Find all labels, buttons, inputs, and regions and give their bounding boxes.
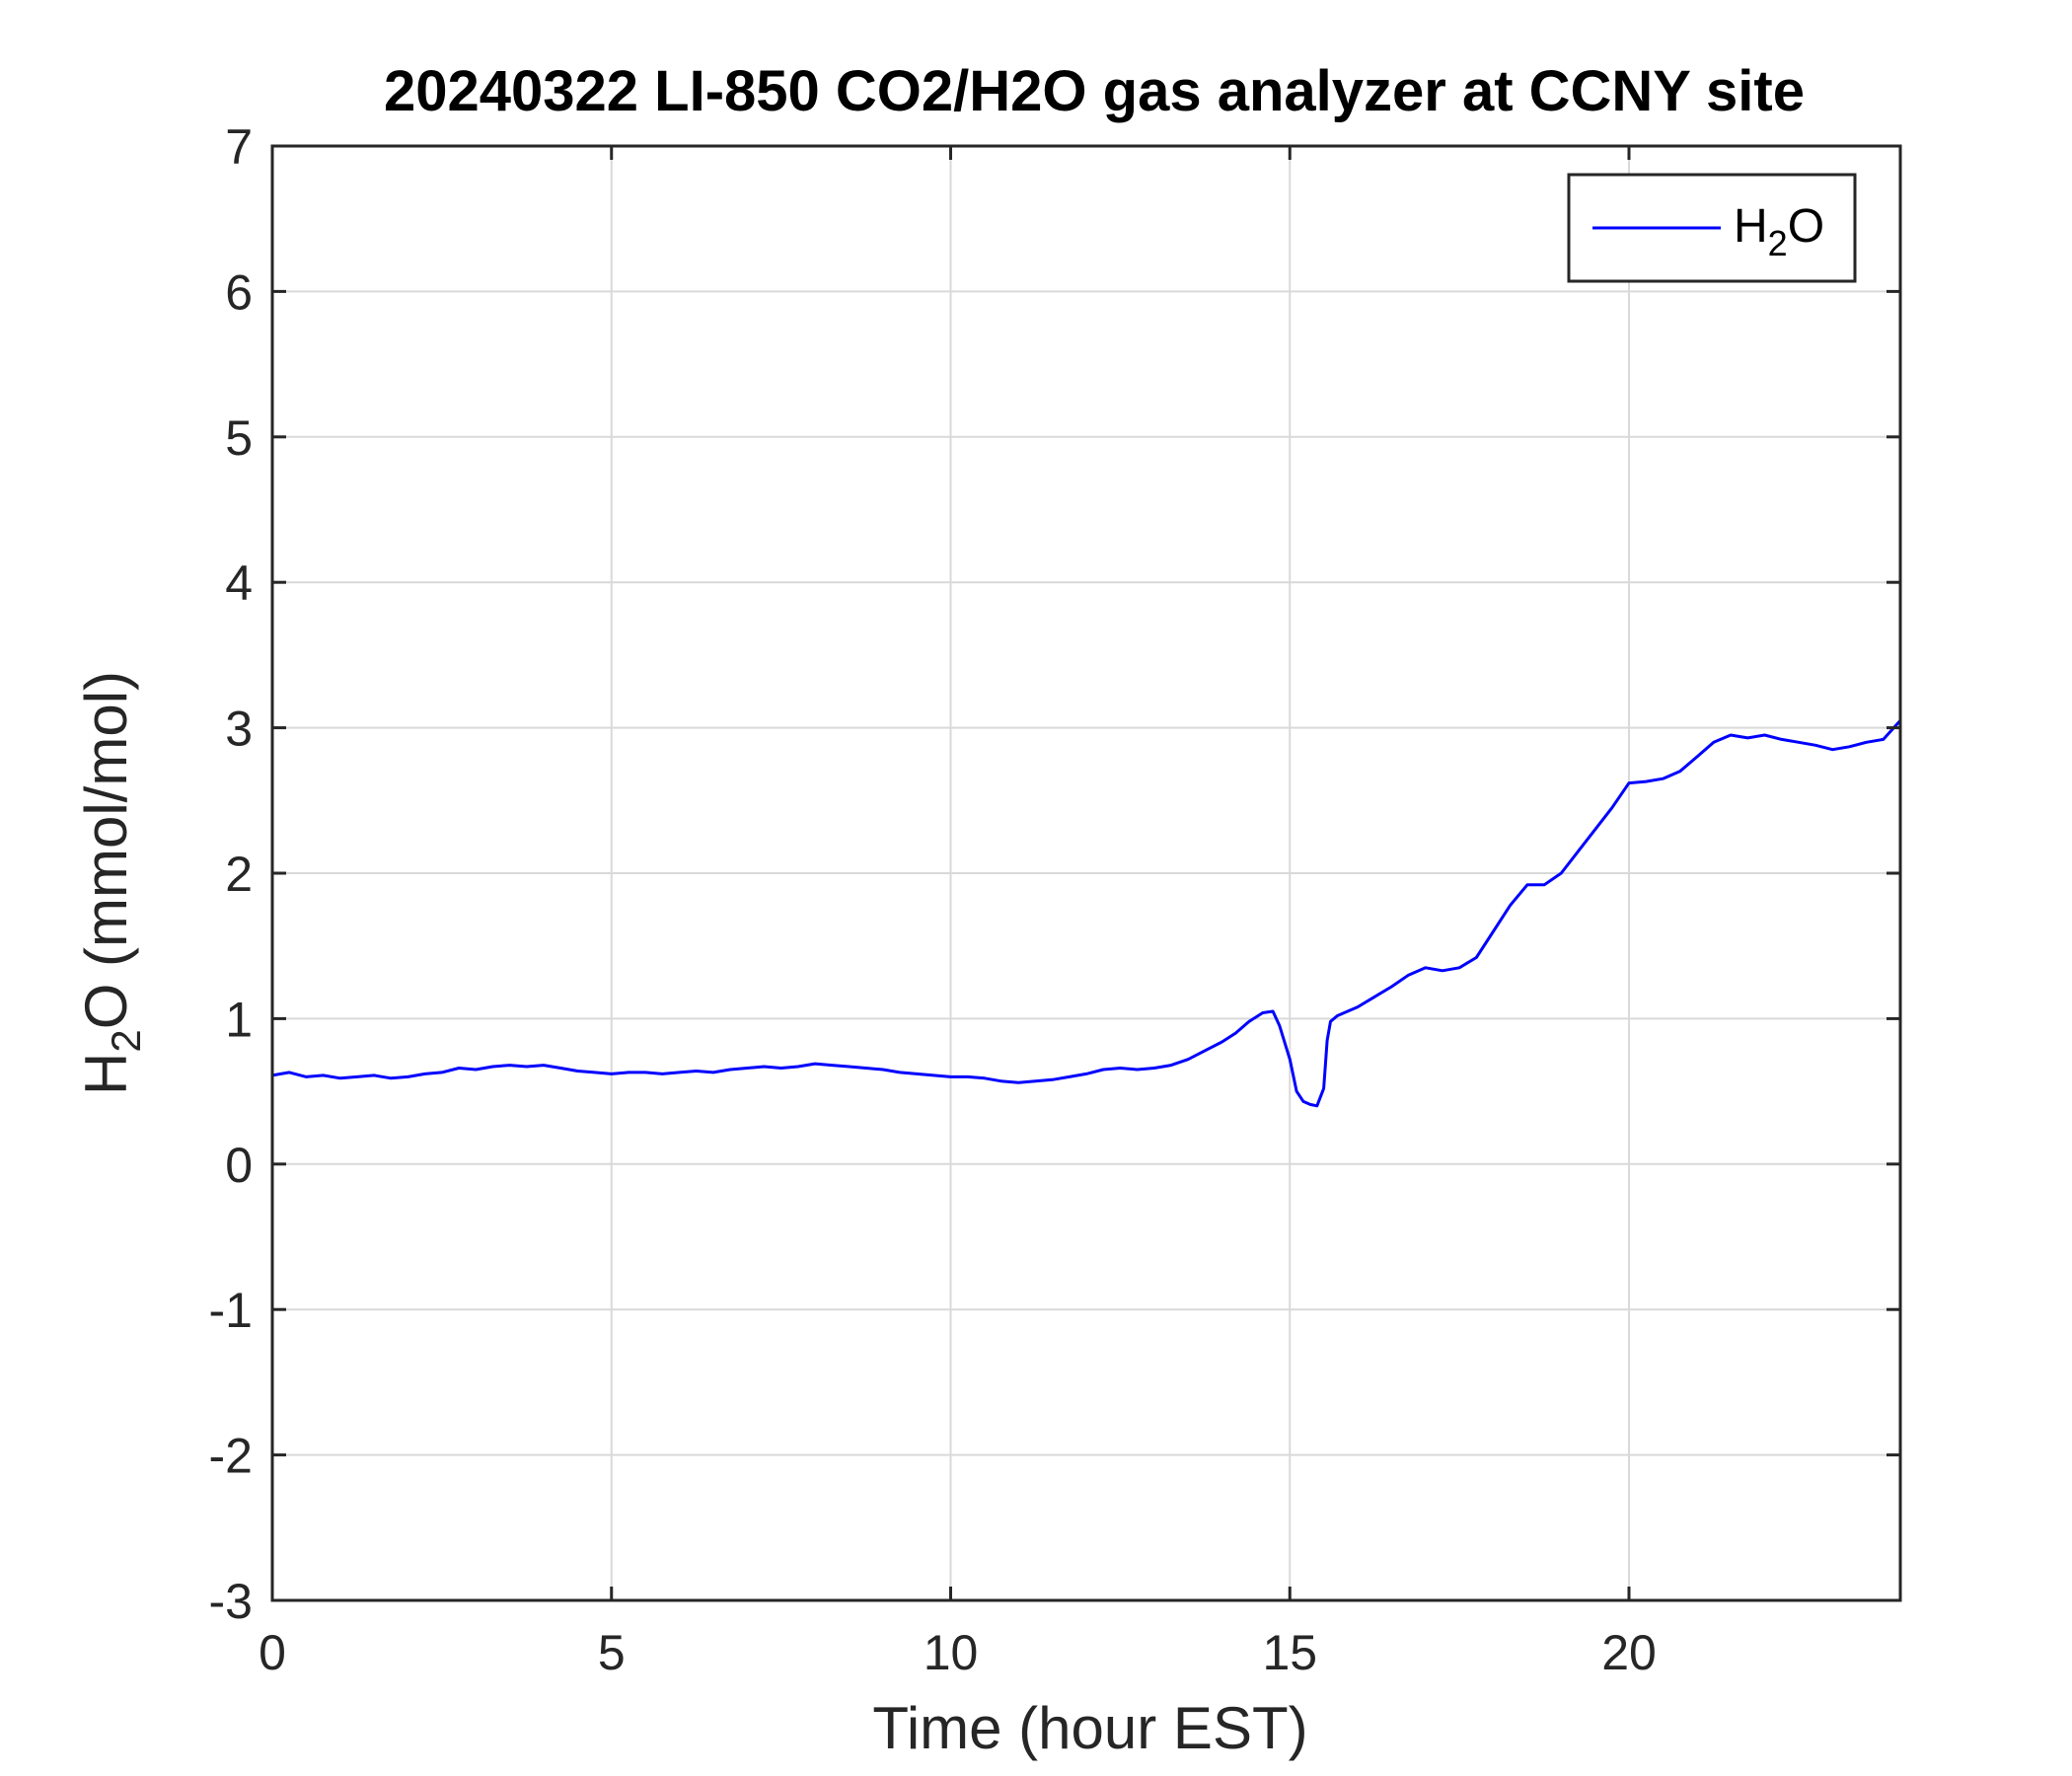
grid-lines	[272, 146, 1900, 1600]
y-tick-label: -1	[209, 1283, 253, 1338]
x-tick-labels: 0 5 10 15 20	[259, 1625, 1657, 1680]
x-axis-title: Time (hour EST)	[872, 1695, 1307, 1761]
tick-marks	[270, 144, 1900, 1602]
x-tick-label: 10	[924, 1625, 979, 1680]
legend-entry-label: H2O	[1734, 200, 1824, 263]
y-tick-label: 4	[225, 555, 253, 611]
legend-label-base: H	[1734, 200, 1768, 253]
h2o-series-line	[271, 719, 1902, 1108]
y-tick-label: 1	[225, 992, 253, 1047]
y-tick-label: 0	[225, 1138, 253, 1193]
y-axis-title-base: H	[73, 1053, 139, 1095]
y-tick-label: 6	[225, 264, 253, 320]
legend: H2O	[1567, 173, 1857, 283]
y-tick-label: -2	[209, 1429, 253, 1484]
legend-label-subscript: 2	[1768, 223, 1788, 263]
y-axis-title-subscript: 2	[103, 1029, 149, 1052]
x-tick-label: 5	[598, 1625, 626, 1680]
y-tick-label: 5	[225, 410, 253, 466]
y-tick-label: 7	[225, 119, 253, 175]
y-tick-labels: -3 -2 -1 0 1 2 3 4 5 6 7	[209, 119, 253, 1629]
y-axis-title: H2O (mmol/mol)	[73, 671, 149, 1095]
chart-title: 20240322 LI-850 CO2/H2O gas analyzer at …	[384, 59, 1805, 123]
y-tick-label: -3	[209, 1574, 253, 1629]
series-layer	[271, 719, 1902, 1108]
legend-label-rest: O	[1788, 200, 1824, 253]
y-axis-title-rest: O (mmol/mol)	[73, 671, 139, 1029]
x-tick-label: 0	[259, 1625, 286, 1680]
x-tick-label: 20	[1601, 1625, 1657, 1680]
y-tick-label: 2	[225, 847, 253, 902]
y-tick-label: 3	[225, 702, 253, 757]
x-tick-label: 15	[1262, 1625, 1317, 1680]
